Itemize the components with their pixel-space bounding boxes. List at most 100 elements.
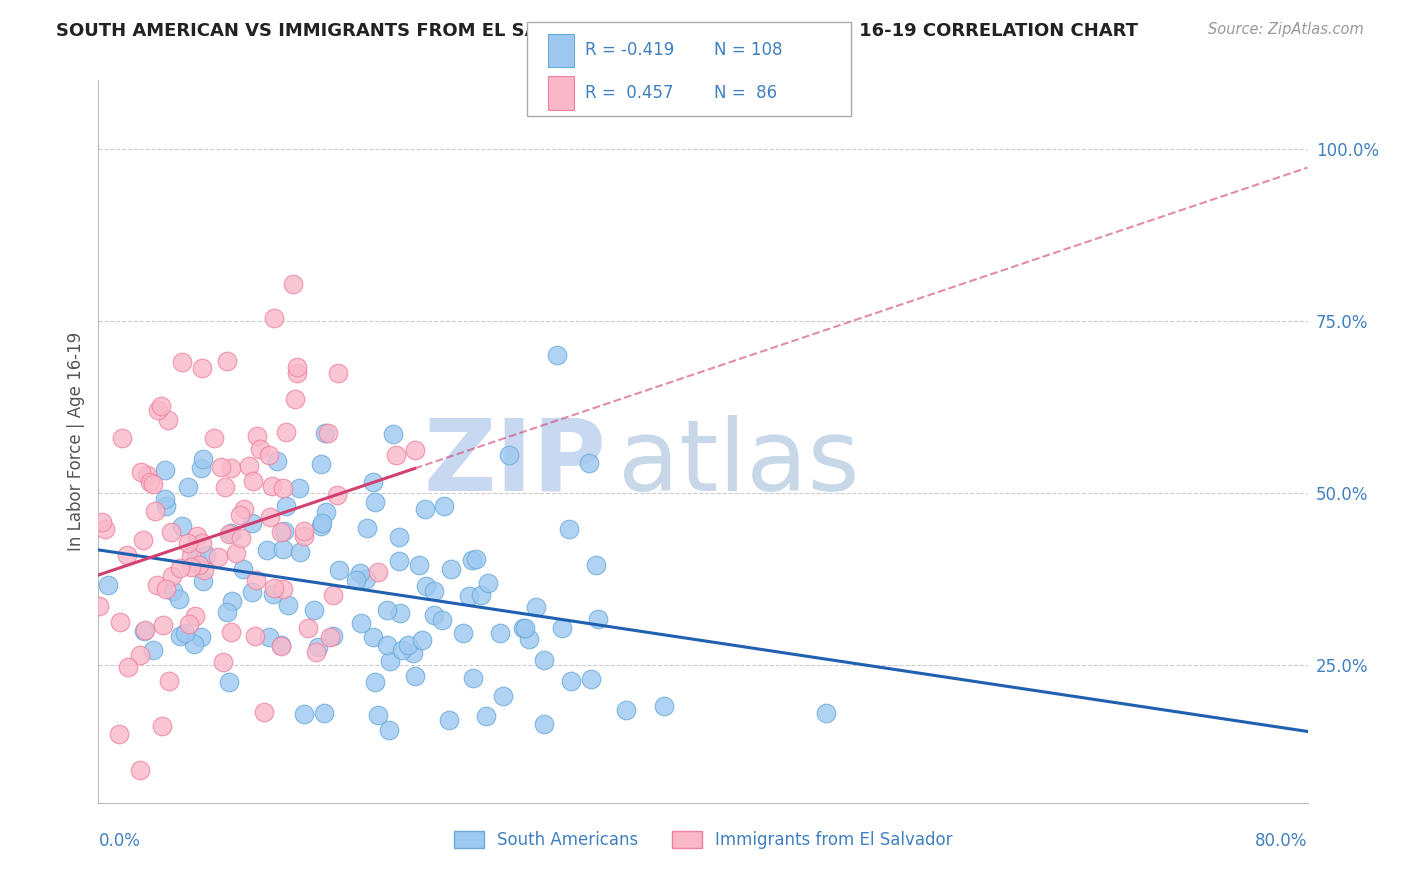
Point (180, 560, 202, 574)
Point (160, 568, 183, 582)
Point (288, 481, 311, 495)
Point (451, 625, 474, 640)
Point (263, 581, 285, 595)
Point (378, 654, 401, 668)
Point (378, 723, 401, 737)
Point (273, 524, 295, 538)
Point (209, 460, 232, 475)
Point (177, 535, 200, 549)
Point (415, 579, 437, 593)
Point (356, 520, 378, 534)
Point (202, 431, 225, 445)
Point (361, 630, 384, 644)
Point (129, 465, 152, 479)
Point (524, 599, 547, 614)
Point (350, 616, 373, 631)
Point (367, 708, 389, 723)
Text: atlas: atlas (619, 415, 860, 512)
Point (271, 541, 294, 556)
Point (375, 603, 398, 617)
Point (614, 703, 637, 717)
Point (183, 637, 205, 651)
Point (153, 491, 176, 506)
Point (172, 518, 194, 533)
Point (304, 603, 326, 617)
Point (238, 459, 260, 474)
Point (281, 277, 304, 291)
Point (276, 499, 298, 513)
Point (263, 310, 285, 325)
Point (186, 529, 208, 543)
Point (132, 533, 155, 547)
Point (219, 526, 242, 541)
Point (240, 516, 263, 530)
Point (408, 558, 430, 572)
Point (581, 672, 603, 686)
Point (385, 448, 408, 462)
Point (585, 558, 607, 572)
Point (152, 618, 174, 632)
Point (375, 638, 398, 652)
Point (229, 531, 252, 545)
Point (146, 577, 169, 591)
Point (245, 574, 267, 588)
Point (134, 623, 156, 637)
Point (129, 763, 152, 777)
Legend: South Americans, Immigrants from El Salvador: South Americans, Immigrants from El Salv… (447, 824, 959, 856)
Point (367, 566, 389, 580)
Point (225, 546, 247, 560)
Point (328, 564, 350, 578)
Point (219, 625, 242, 640)
Text: ZIP: ZIP (423, 415, 606, 512)
Point (285, 359, 308, 374)
Point (167, 592, 190, 607)
Point (652, 698, 675, 713)
Point (184, 549, 207, 564)
Point (229, 508, 252, 523)
Point (519, 632, 541, 646)
Point (405, 669, 427, 683)
Point (285, 367, 308, 381)
Point (117, 659, 139, 673)
Point (546, 348, 568, 362)
Point (322, 588, 344, 602)
Point (215, 353, 238, 368)
Point (246, 429, 269, 443)
Point (297, 621, 319, 635)
Point (157, 673, 180, 688)
Text: R = -0.419: R = -0.419 (585, 42, 673, 60)
Point (190, 461, 212, 475)
Point (354, 572, 377, 586)
Point (115, 549, 138, 563)
Point (440, 562, 463, 576)
Point (396, 638, 419, 652)
Point (218, 674, 240, 689)
Point (364, 674, 387, 689)
Point (319, 630, 342, 644)
Point (253, 706, 276, 720)
Point (172, 355, 194, 369)
Point (558, 522, 581, 536)
Text: 0.0%: 0.0% (98, 831, 141, 850)
Point (292, 707, 315, 722)
Point (221, 594, 243, 608)
Point (433, 500, 456, 514)
Point (498, 448, 520, 462)
Point (492, 690, 515, 704)
Point (232, 501, 254, 516)
Point (217, 606, 239, 620)
Point (174, 625, 197, 640)
Point (437, 713, 460, 727)
Point (270, 639, 292, 653)
Point (284, 392, 307, 407)
Point (326, 488, 349, 502)
Point (128, 648, 150, 662)
Point (212, 656, 235, 670)
Point (270, 524, 292, 539)
Point (586, 612, 609, 626)
Point (266, 454, 288, 468)
Point (578, 456, 600, 470)
Point (232, 562, 254, 576)
Point (533, 716, 555, 731)
Point (475, 708, 498, 723)
